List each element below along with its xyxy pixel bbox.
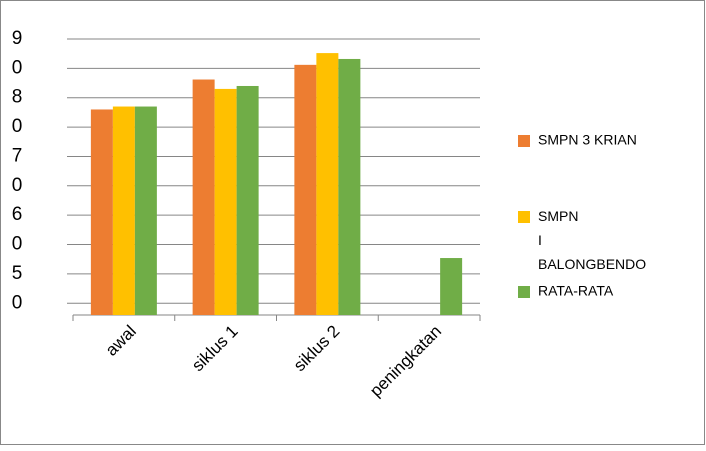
y-tick-label: 9 <box>12 28 23 49</box>
bar <box>236 85 259 315</box>
y-tick-label: 0 <box>12 175 23 196</box>
y-tick-label: 0 <box>12 57 23 78</box>
legend-label: SMPN I BALONGBENDO <box>538 208 646 272</box>
legend-swatch <box>518 286 530 298</box>
y-tick-label: 0 <box>12 234 23 255</box>
legend-swatch <box>518 135 530 147</box>
y-tick-label: 0 <box>12 292 23 313</box>
bar <box>294 64 317 316</box>
y-tick-label: 0 <box>12 116 23 137</box>
bar <box>316 53 339 315</box>
y-tick-label: 7 <box>12 145 23 166</box>
legend-label: SMPN 3 KRIAN <box>538 132 637 148</box>
bar <box>214 88 237 316</box>
y-tick-label: 6 <box>12 204 23 225</box>
bar <box>192 79 215 315</box>
bar <box>440 258 463 315</box>
bar <box>112 106 135 315</box>
y-tick-label: 5 <box>12 263 23 284</box>
y-tick-label: 8 <box>12 87 23 108</box>
bar <box>90 109 113 316</box>
bar <box>338 58 361 316</box>
legend-label: RATA-RATA <box>538 283 614 299</box>
bar <box>134 106 157 315</box>
legend-swatch <box>518 211 530 223</box>
